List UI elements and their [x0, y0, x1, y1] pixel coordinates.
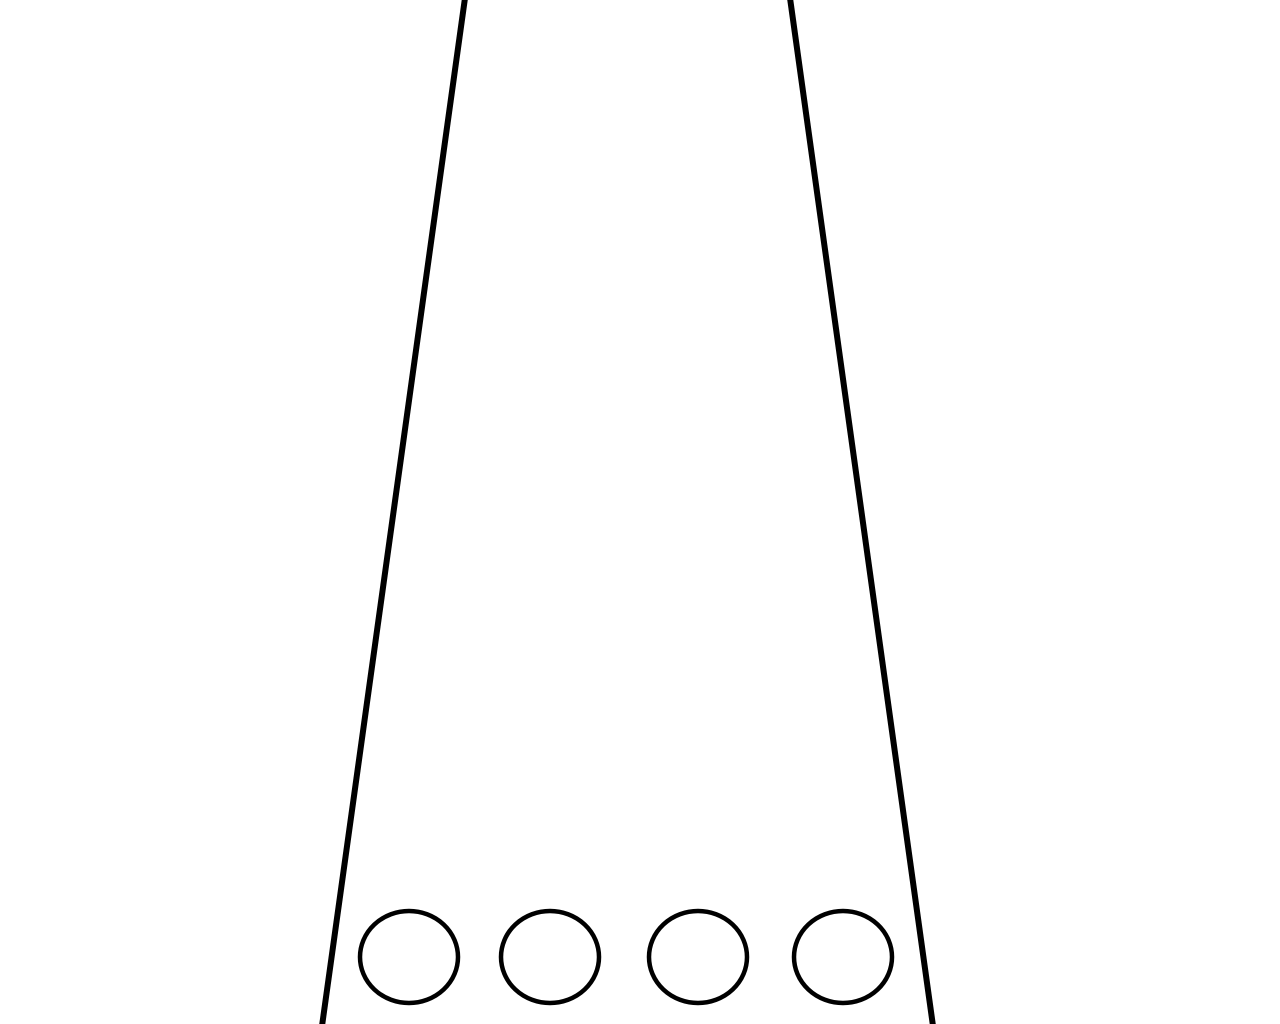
trapezoid-right-edge	[787, 0, 936, 1024]
circle-3	[646, 908, 750, 1006]
circle-2	[498, 908, 602, 1006]
trapezoid-left-edge	[319, 0, 468, 1024]
circle-1	[357, 908, 461, 1006]
circle-4	[791, 908, 895, 1006]
